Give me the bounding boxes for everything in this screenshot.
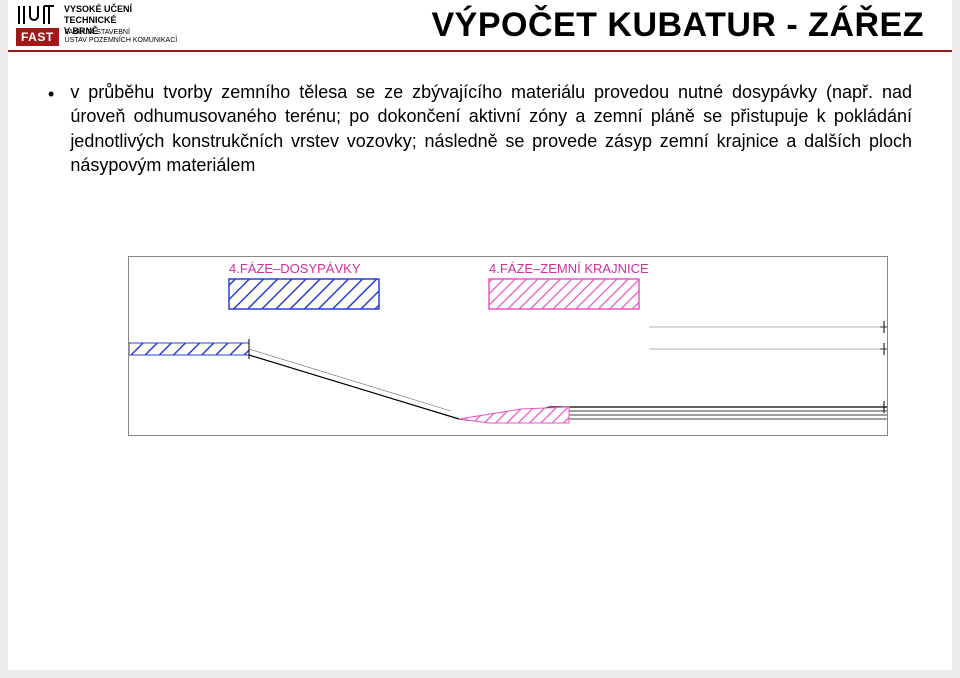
page-title: VÝPOČET KUBATUR - ZÁŘEZ (431, 6, 924, 45)
svg-text:4.FÁZE–DOSYPÁVKY: 4.FÁZE–DOSYPÁVKY (229, 261, 361, 276)
diagram-svg: 4.FÁZE–DOSYPÁVKY 4.FÁZE–ZEMNÍ KRAJNICE (129, 257, 888, 436)
bullet-text: v průběhu tvorby zemního tělesa se ze zb… (70, 80, 912, 177)
fast-badge: FAST (16, 28, 59, 46)
uni-line-2: TECHNICKÉ (64, 15, 132, 26)
vut-logo-icon (16, 4, 58, 26)
bullet-item: • v průběhu tvorby zemního tělesa se ze … (48, 80, 912, 177)
fac-line-2: ÚSTAV POZEMNÍCH KOMUNIKACÍ (65, 37, 178, 45)
fac-line-1: FAKULTA STAVEBNÍ (65, 29, 178, 37)
cross-section-diagram: 4.FÁZE–DOSYPÁVKY 4.FÁZE–ZEMNÍ KRAJNICE (128, 256, 888, 436)
faculty-name: FAKULTA STAVEBNÍ ÚSTAV POZEMNÍCH KOMUNIK… (65, 29, 178, 44)
uni-line-1: VYSOKÉ UČENÍ (64, 4, 132, 15)
bullet-dot: • (48, 80, 54, 177)
header: VYSOKÉ UČENÍ TECHNICKÉ V BRNĚ FAST FAKUL… (8, 0, 952, 52)
svg-text:4.FÁZE–ZEMNÍ KRAJNICE: 4.FÁZE–ZEMNÍ KRAJNICE (489, 261, 649, 276)
faculty-block: FAST FAKULTA STAVEBNÍ ÚSTAV POZEMNÍCH KO… (16, 28, 177, 46)
slide: VYSOKÉ UČENÍ TECHNICKÉ V BRNĚ FAST FAKUL… (8, 0, 952, 670)
content-area: • v průběhu tvorby zemního tělesa se ze … (48, 80, 912, 177)
